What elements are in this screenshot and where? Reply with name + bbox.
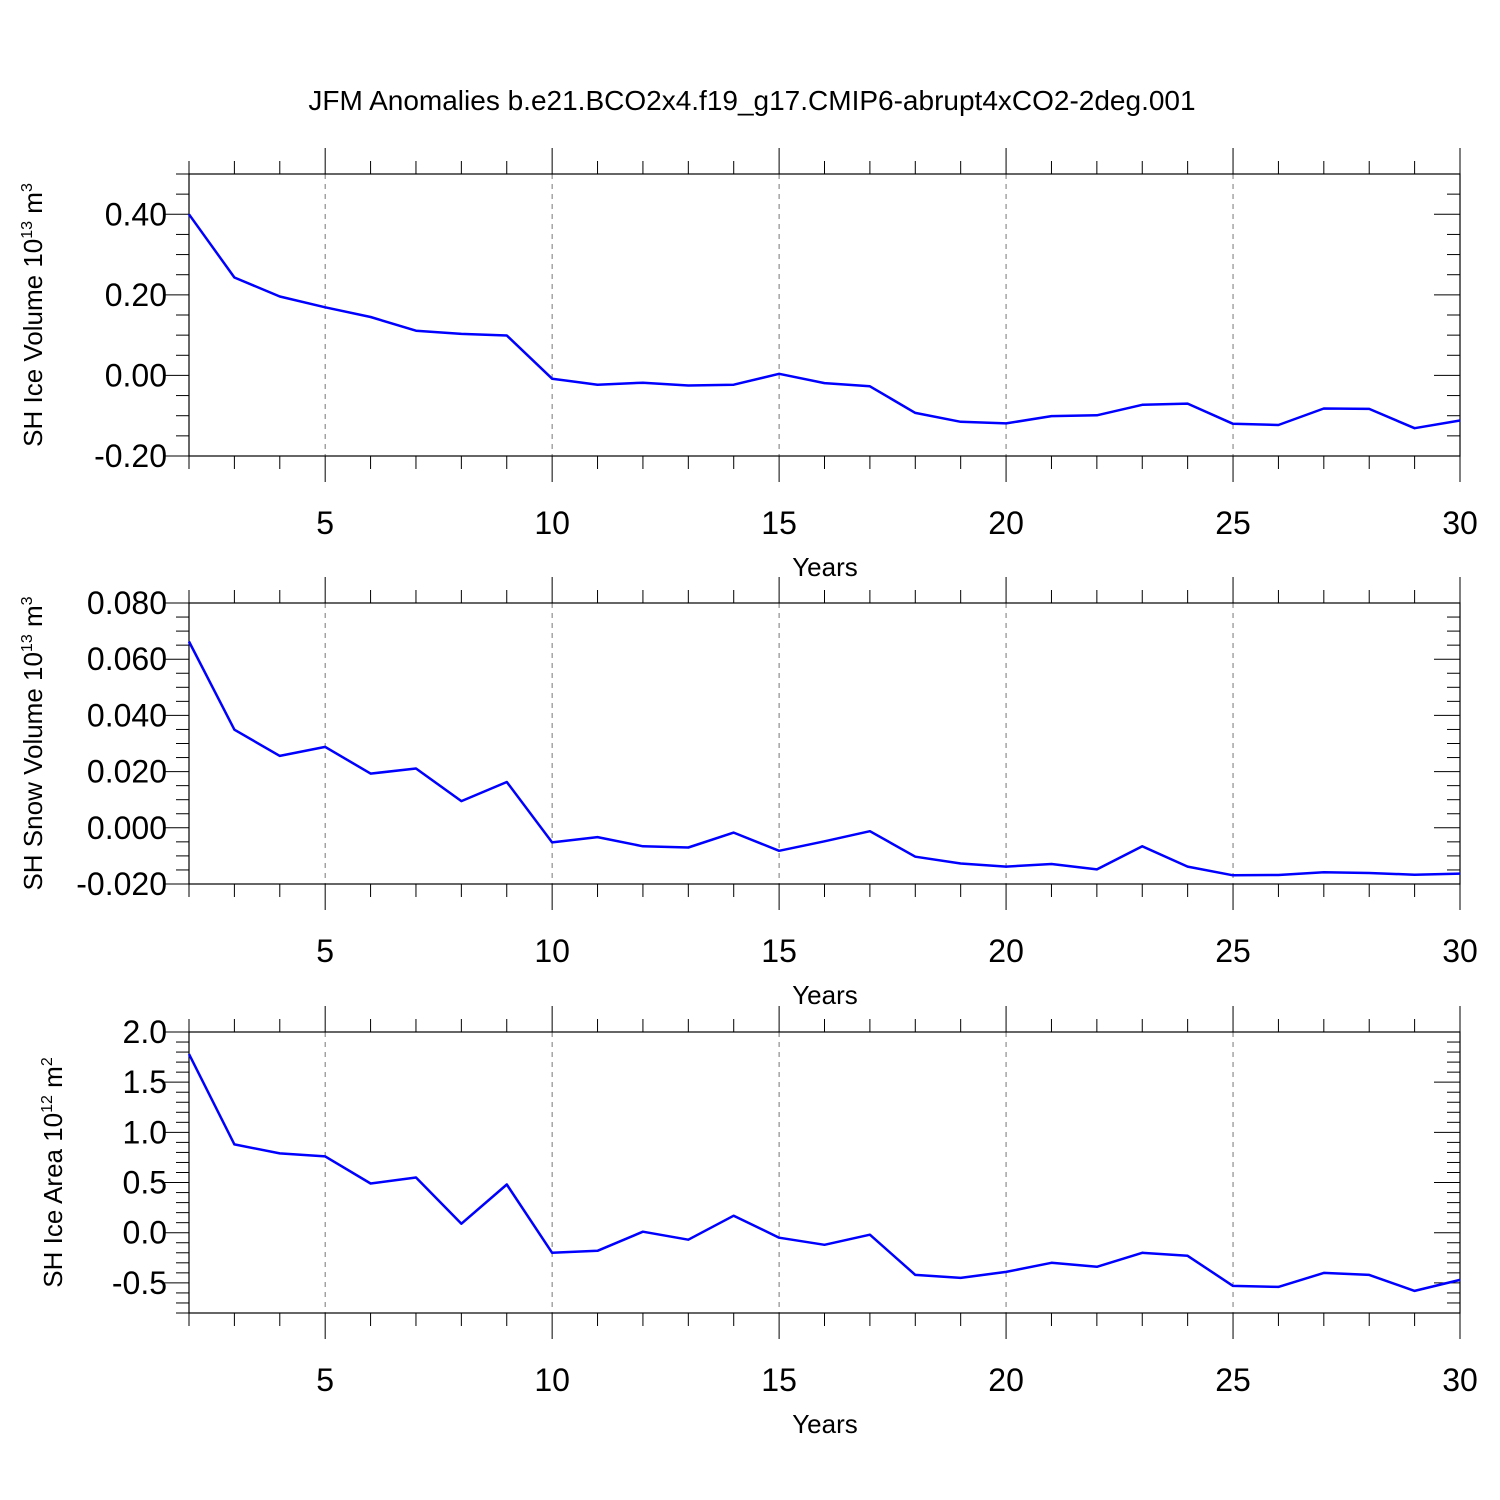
x-tick-label: 30	[1442, 505, 1478, 541]
x-tick-label: 5	[316, 505, 334, 541]
x-tick-label: 20	[988, 505, 1024, 541]
x-tick-label: 20	[988, 933, 1024, 969]
y-tick-label: 0.080	[87, 585, 167, 621]
x-axis-title: Years	[792, 1409, 858, 1439]
y-tick-label: 1.0	[123, 1114, 167, 1150]
series-line	[187, 640, 1461, 877]
y-tick-label: 0.020	[87, 754, 167, 790]
y-tick-label: 2.0	[123, 1014, 167, 1050]
y-tick-label: 0.060	[87, 641, 167, 677]
chart-title: JFM Anomalies b.e21.BCO2x4.f19_g17.CMIP6…	[308, 85, 1195, 116]
x-tick-label: 10	[534, 1362, 570, 1398]
chart-panel-1: 5 10 15 20 25 30 -0.20 0.00 0.20 0.40 Years SH Ice …	[18, 148, 1478, 582]
panels: 5 10 15 20 25 30 -0.20 0.00 0.20 0.40 Years SH Ice …	[18, 148, 1478, 1439]
x-tick-label: 15	[761, 1362, 797, 1398]
y-tick-label: 0.40	[105, 196, 167, 232]
y-tick-label: 0.040	[87, 697, 167, 733]
x-tick-label: 10	[534, 505, 570, 541]
y-tick-label: 1.5	[123, 1064, 167, 1100]
y-tick-label: -0.5	[112, 1265, 167, 1301]
y-tick-label: -0.20	[94, 438, 167, 474]
x-tick-label: 5	[316, 933, 334, 969]
series-line	[187, 1053, 1461, 1293]
y-tick-label: -0.020	[76, 866, 167, 902]
x-tick-label: 30	[1442, 933, 1478, 969]
chart-panel-3: 5 10 15 20 25 30 -0.5 0.0 0.5 1.0 1.5 2.0 Years SH Ic…	[38, 1006, 1478, 1439]
x-tick-label: 15	[761, 933, 797, 969]
x-tick-label: 10	[534, 933, 570, 969]
y-tick-label: 0.20	[105, 277, 167, 313]
plot-frame	[188, 173, 1461, 457]
x-tick-label: 20	[988, 1362, 1024, 1398]
x-tick-label: 25	[1215, 933, 1251, 969]
y-axis-title: SH Ice Area 1012 m2	[38, 1057, 68, 1288]
y-tick-label: 0.00	[105, 357, 167, 393]
x-axis-title: Years	[792, 980, 858, 1010]
x-tick-label: 15	[761, 505, 797, 541]
y-axis-title: SH Ice Volume 1013 m3	[18, 183, 48, 447]
x-axis-title: Years	[792, 552, 858, 582]
x-tick-label: 5	[316, 1362, 334, 1398]
x-tick-label: 25	[1215, 1362, 1251, 1398]
x-tick-label: 30	[1442, 1362, 1478, 1398]
y-tick-label: 0.000	[87, 810, 167, 846]
y-axis-title: SH Snow Volume 1013 m3	[18, 596, 48, 890]
y-tick-label: 0.0	[123, 1215, 167, 1251]
x-tick-label: 25	[1215, 505, 1251, 541]
chart-panel-2: 5 10 15 20 25 30 -0.020 0.000 0.020 0.040 0.060 0.0…	[18, 577, 1478, 1010]
plot-frame	[188, 1031, 1461, 1314]
y-tick-label: 0.5	[123, 1165, 167, 1201]
series-line	[187, 213, 1461, 430]
